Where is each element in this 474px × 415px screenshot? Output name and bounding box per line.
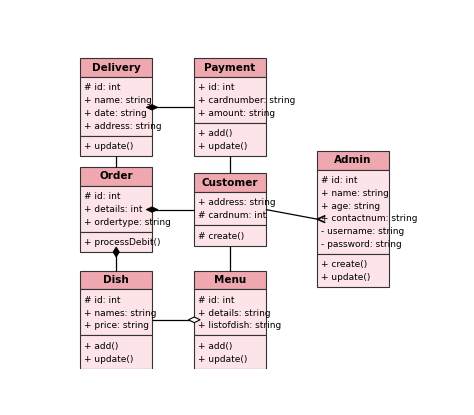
Text: + name: string: + name: string (321, 189, 389, 198)
Text: + details: string: + details: string (198, 309, 271, 317)
Bar (194, 225, 266, 246)
Bar (317, 254, 389, 287)
Text: + cardnumber: string: + cardnumber: string (198, 96, 295, 105)
Text: + names: string: + names: string (84, 309, 156, 317)
Bar (194, 59, 266, 77)
Bar (81, 335, 152, 369)
Bar (317, 170, 389, 254)
Text: Order: Order (100, 171, 133, 181)
Text: Dish: Dish (103, 275, 129, 285)
Text: # id: int: # id: int (84, 296, 120, 305)
Text: + add(): + add() (84, 342, 118, 351)
Bar (81, 186, 152, 232)
Text: # id: int: # id: int (198, 296, 235, 305)
Text: + age: string: + age: string (321, 202, 380, 210)
Text: + listofdish: string: + listofdish: string (198, 321, 281, 330)
Bar (194, 335, 266, 369)
Text: + update(): + update() (84, 355, 133, 364)
Polygon shape (146, 105, 158, 110)
Text: Payment: Payment (204, 63, 255, 73)
Text: + add(): + add() (198, 342, 232, 351)
Text: - password: string: - password: string (321, 240, 402, 249)
Bar (81, 136, 152, 156)
Text: + id: int: + id: int (198, 83, 235, 92)
Polygon shape (113, 247, 119, 257)
Text: Menu: Menu (214, 275, 246, 285)
Text: + name: string: + name: string (84, 96, 152, 105)
Text: Delivery: Delivery (92, 63, 141, 73)
Text: + price: string: + price: string (84, 321, 149, 330)
Text: + contactnum: string: + contactnum: string (321, 214, 418, 223)
Text: # id: int: # id: int (84, 83, 120, 92)
Text: - username: string: - username: string (321, 227, 404, 236)
Polygon shape (188, 317, 200, 322)
Bar (194, 173, 266, 192)
Bar (81, 290, 152, 335)
Bar (317, 151, 389, 170)
Bar (81, 77, 152, 136)
Text: + processDebit(): + processDebit() (84, 238, 161, 247)
Bar (194, 123, 266, 156)
Text: + update(): + update() (198, 142, 247, 151)
Text: + address: string: + address: string (84, 122, 162, 131)
Text: + update(): + update() (84, 142, 133, 151)
Text: Admin: Admin (335, 155, 372, 165)
Text: # id: int: # id: int (84, 192, 120, 201)
Text: + update(): + update() (321, 273, 370, 282)
Text: # id: int: # id: int (321, 176, 357, 185)
Bar (194, 192, 266, 225)
Text: + ordertype: string: + ordertype: string (84, 217, 171, 227)
Bar (194, 290, 266, 335)
Text: + address: string: + address: string (198, 198, 275, 208)
Text: + add(): + add() (198, 129, 232, 138)
Bar (81, 271, 152, 290)
Bar (81, 59, 152, 77)
Text: Customer: Customer (202, 178, 258, 188)
Text: + amount: string: + amount: string (198, 109, 275, 118)
Bar (81, 167, 152, 186)
Polygon shape (146, 207, 158, 212)
Bar (194, 77, 266, 123)
Text: # create(): # create() (198, 232, 244, 241)
Text: + date: string: + date: string (84, 109, 147, 118)
Text: + update(): + update() (198, 355, 247, 364)
Bar (194, 271, 266, 290)
Text: + details: int: + details: int (84, 205, 143, 214)
Bar (81, 232, 152, 252)
Text: # cardnum: int: # cardnum: int (198, 211, 266, 220)
Text: + create(): + create() (321, 260, 367, 269)
